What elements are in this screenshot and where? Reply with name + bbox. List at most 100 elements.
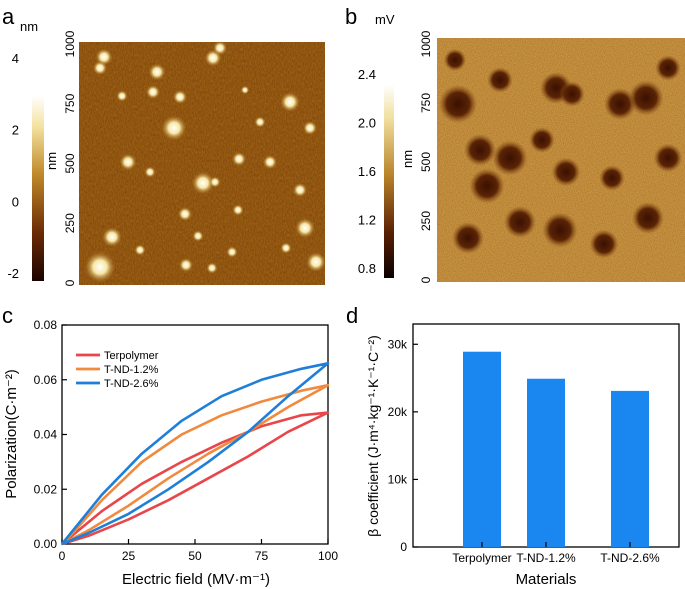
category-label: Terpolymer bbox=[452, 551, 511, 565]
plot-d-xlabel: Materials bbox=[516, 571, 577, 588]
axis-b-ticks: 1000 750 500 250 0 bbox=[419, 30, 433, 283]
potential-domain bbox=[452, 222, 484, 254]
panel-c-label: c bbox=[2, 303, 13, 328]
surface-grain bbox=[263, 155, 277, 169]
panel-b-label: b bbox=[345, 4, 357, 29]
surface-grain bbox=[295, 218, 315, 238]
surface-grain bbox=[306, 252, 326, 272]
surface-grain bbox=[232, 204, 244, 216]
legend-label: T-ND-1.2% bbox=[104, 364, 159, 376]
axis-a-label: nm bbox=[44, 152, 59, 170]
colorbar-a bbox=[32, 43, 44, 281]
plot-d-ticks: 0 10k 20k 30k Terpolymer T-ND-1.2% T-ND-2.6% bbox=[388, 337, 660, 565]
colorbar-tick-label: 0 bbox=[12, 194, 19, 209]
surface-grain bbox=[173, 90, 187, 104]
y-tick-label: 0.04 bbox=[34, 428, 58, 442]
legend-label: Terpolymer bbox=[104, 350, 159, 362]
surface-grain bbox=[232, 152, 246, 166]
bar bbox=[527, 378, 565, 547]
surface-grain bbox=[226, 246, 238, 258]
category-label: T-ND-2.6% bbox=[600, 551, 660, 565]
surface-grain bbox=[280, 242, 292, 254]
surface-grain bbox=[206, 262, 218, 274]
axis-tick-label: 250 bbox=[419, 211, 433, 231]
surface-grain bbox=[148, 63, 166, 81]
surface-grain bbox=[192, 230, 204, 242]
y-tick-label: 20k bbox=[388, 405, 408, 419]
y-tick-label: 0.00 bbox=[34, 537, 58, 551]
bar bbox=[463, 351, 501, 547]
surface-grain bbox=[280, 92, 300, 112]
plot-c-series bbox=[60, 362, 330, 546]
surface-grain bbox=[209, 176, 221, 188]
axis-tick-label: 500 bbox=[419, 152, 433, 172]
plot-d-bars bbox=[463, 351, 649, 547]
colorbar-tick-label: 1.2 bbox=[358, 213, 376, 228]
potential-domain bbox=[589, 229, 619, 259]
x-tick-label: 25 bbox=[122, 549, 136, 563]
surface-grain bbox=[178, 207, 192, 221]
panel-a-label: a bbox=[2, 4, 15, 29]
surface-grain bbox=[240, 85, 250, 95]
potential-domain bbox=[443, 48, 467, 72]
colorbar-tick-label: 4 bbox=[12, 51, 19, 66]
potential-domain bbox=[438, 84, 478, 124]
series-line bbox=[60, 362, 330, 546]
colorbar-a-ticks: 4 2 0 -2 bbox=[7, 51, 19, 281]
potential-domain bbox=[464, 134, 496, 166]
axis-tick-label: 500 bbox=[63, 153, 77, 173]
y-tick-label: 0.06 bbox=[34, 373, 58, 387]
colorbar-tick-label: 2 bbox=[12, 123, 19, 138]
surface-grain bbox=[146, 85, 160, 99]
x-tick-label: 0 bbox=[59, 549, 66, 563]
potential-domain bbox=[469, 168, 505, 204]
surface-grain bbox=[179, 258, 193, 272]
y-tick-label: 30k bbox=[388, 337, 408, 351]
axis-tick-label: 750 bbox=[63, 93, 77, 113]
axis-a-ticks: 1000 750 500 250 0 bbox=[63, 30, 77, 286]
colorbar-b bbox=[384, 50, 394, 278]
axis-tick-label: 0 bbox=[63, 279, 77, 286]
axis-tick-label: 250 bbox=[63, 213, 77, 233]
colorbar-tick-label: 2.4 bbox=[358, 67, 376, 82]
colorbar-b-unit: mV bbox=[375, 12, 395, 27]
surface-grain bbox=[116, 90, 128, 102]
y-tick-label: 0.08 bbox=[34, 318, 58, 332]
plot-c-xlabel: Electric field (MV·m⁻¹) bbox=[122, 571, 270, 588]
panel-d: d 0 10k 20k 30k Terpolymer T-ND-1.2% T-ND-2.6%… bbox=[346, 303, 680, 588]
potential-domain bbox=[542, 212, 578, 248]
potential-domain bbox=[487, 67, 513, 93]
afm-potential-image bbox=[437, 38, 685, 282]
surface-grain bbox=[134, 244, 146, 256]
potential-domain bbox=[529, 127, 555, 153]
surface-grain bbox=[303, 121, 317, 135]
potential-domain bbox=[504, 206, 536, 238]
surface-grain bbox=[293, 183, 307, 197]
series-line bbox=[61, 383, 330, 546]
x-tick-label: 75 bbox=[255, 549, 269, 563]
potential-domain bbox=[599, 165, 625, 191]
potential-domains bbox=[438, 48, 683, 259]
surface-grain bbox=[213, 41, 227, 55]
panel-d-label: d bbox=[346, 303, 358, 328]
surface-grain bbox=[102, 227, 122, 247]
surface-grain bbox=[93, 61, 107, 75]
panel-a: a nm 4 2 0 -2 nm 1000 750 500 250 0 bbox=[2, 4, 326, 286]
legend-label: T-ND-2.6% bbox=[104, 378, 159, 390]
surface-grain bbox=[119, 153, 137, 171]
colorbar-tick-label: 2.0 bbox=[358, 116, 376, 131]
category-label: T-ND-1.2% bbox=[516, 551, 576, 565]
x-tick-label: 50 bbox=[188, 549, 202, 563]
y-tick-label: 0 bbox=[400, 540, 407, 554]
potential-domain bbox=[559, 81, 585, 107]
colorbar-tick-label: -2 bbox=[7, 266, 19, 281]
panel-b: b mV 2.4 2.0 1.6 1.2 0.8 nm 1000 750 500 250 0 bbox=[345, 4, 685, 283]
potential-domain bbox=[604, 88, 636, 120]
colorbar-b-ticks: 2.4 2.0 1.6 1.2 0.8 bbox=[358, 67, 376, 276]
panel-c: c 0 25 50 75 100 0.00 0.02 0.04 0.06 0.08 Terpoly… bbox=[2, 303, 338, 588]
x-tick-label: 100 bbox=[318, 549, 338, 563]
axis-tick-label: 750 bbox=[419, 93, 433, 113]
potential-domain bbox=[632, 202, 664, 234]
plot-c-ylabel: Polarization(C·m⁻²) bbox=[3, 369, 20, 499]
axis-tick-label: 1000 bbox=[419, 30, 433, 57]
